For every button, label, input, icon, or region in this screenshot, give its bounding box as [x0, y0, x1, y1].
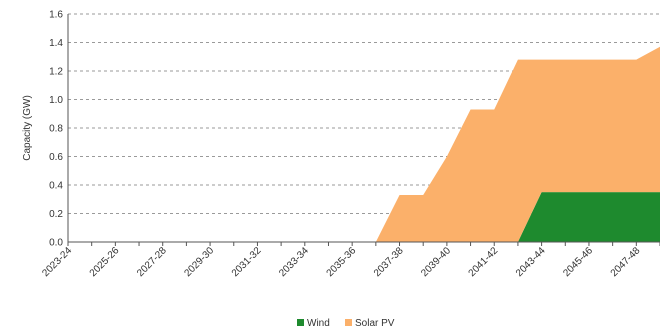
legend: Wind Solar PV: [297, 318, 395, 329]
x-tick-labels: 2023-24 2025-26 2027-28 2029-30 2031-32 2033-…: [40, 245, 643, 279]
x-tick-label: 2025-26: [88, 245, 122, 279]
y-tick-label: 1.0: [49, 95, 63, 106]
x-tick-label: 2035-36: [325, 245, 359, 279]
legend-label: Wind: [307, 318, 330, 329]
axes: [67, 14, 660, 246]
x-tick-label: 2039-40: [419, 245, 453, 279]
area-series: [68, 46, 660, 243]
y-tick-label: 0.0: [49, 238, 63, 249]
series-area-solar-pv: [68, 46, 660, 243]
x-tick-label: 2023-24: [40, 245, 74, 279]
gridlines: [68, 13, 660, 214]
y-tick-labels: 0.0 0.2 0.4 0.6 0.8 1.0 1.2 1.4 1.6: [49, 10, 63, 249]
x-tick-label: 2047-48: [609, 245, 643, 279]
y-axis-label: Capacity (GW): [22, 95, 33, 161]
x-tick-label: 2037-38: [372, 245, 406, 279]
series-area-wind: [68, 192, 660, 242]
y-tick-label: 0.6: [49, 152, 63, 163]
y-tick-label: 0.4: [49, 181, 63, 192]
y-tick-label: 1.4: [49, 38, 63, 49]
x-tick-label: 2033-34: [277, 245, 311, 279]
x-tick-label: 2043-44: [514, 245, 548, 279]
legend-swatch: [345, 319, 352, 326]
legend-swatch: [297, 319, 304, 326]
y-tick-label: 1.6: [49, 10, 63, 21]
x-tick-label: 2027-28: [135, 245, 169, 279]
x-tick-label: 2029-30: [182, 245, 216, 279]
y-tick-label: 0.2: [49, 209, 63, 220]
x-tick-label: 2041-42: [467, 245, 501, 279]
x-tick-label: 2045-46: [561, 245, 595, 279]
y-tick-label: 1.2: [49, 67, 63, 78]
x-tick-label: 2031-32: [230, 245, 264, 279]
legend-label: Solar PV: [355, 318, 395, 329]
y-tick-label: 0.8: [49, 124, 63, 135]
